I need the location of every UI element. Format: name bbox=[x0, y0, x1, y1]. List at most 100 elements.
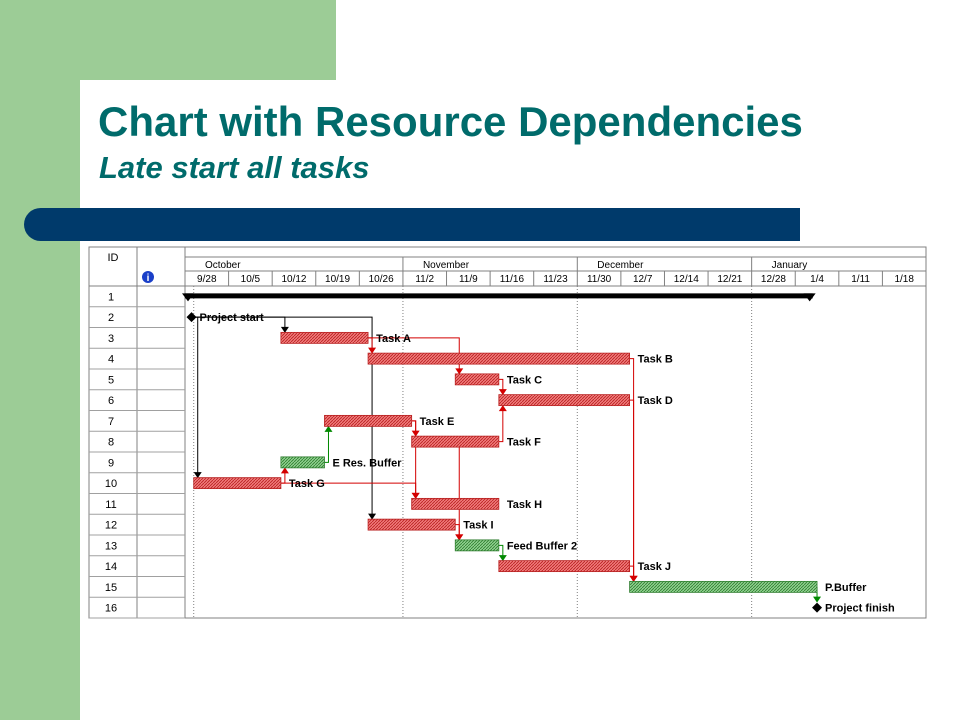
task-bar bbox=[498, 560, 631, 573]
gantt-timescale: October November December January 9/28 10/5 10… bbox=[197, 257, 914, 286]
week-label: 12/28 bbox=[761, 274, 786, 285]
gantt-bars bbox=[182, 293, 823, 613]
week-label: 11/2 bbox=[415, 274, 434, 285]
svg-text:i: i bbox=[147, 273, 150, 284]
week-label: 1/4 bbox=[810, 274, 824, 285]
dependency-arrowhead bbox=[629, 575, 638, 582]
row-id: 7 bbox=[108, 416, 114, 428]
dependency-arrowhead bbox=[411, 492, 420, 499]
background-accent-top bbox=[80, 0, 336, 80]
dependency-arrowhead bbox=[498, 405, 507, 412]
milestone-diamond bbox=[186, 312, 197, 323]
task-label: Feed Buffer 2 bbox=[507, 540, 577, 552]
row-id: 15 bbox=[105, 582, 117, 594]
row-id: 14 bbox=[105, 561, 117, 573]
buffer-bar bbox=[454, 539, 500, 552]
dependency-arrowhead bbox=[498, 555, 507, 562]
task-bar bbox=[411, 497, 500, 510]
row-id: 2 bbox=[108, 312, 114, 324]
task-label: Task D bbox=[638, 395, 673, 407]
week-label: 1/11 bbox=[851, 274, 870, 285]
dependency-line bbox=[324, 426, 329, 463]
task-bar bbox=[498, 394, 631, 407]
row-id: 13 bbox=[105, 540, 117, 552]
task-label: E Res. Buffer bbox=[332, 457, 402, 469]
gantt-dependencies bbox=[193, 316, 822, 603]
info-icon: i bbox=[142, 271, 154, 284]
row-id: 1 bbox=[108, 291, 114, 303]
row-id: 11 bbox=[105, 499, 116, 511]
dependency-arrowhead bbox=[280, 467, 289, 474]
dependency-line bbox=[411, 420, 417, 498]
task-label: Task B bbox=[638, 354, 673, 366]
week-label: 11/9 bbox=[459, 274, 478, 285]
dependency-arrowhead bbox=[498, 389, 507, 396]
week-label: 12/7 bbox=[633, 274, 653, 285]
month-label: November bbox=[423, 260, 470, 271]
week-label: 1/18 bbox=[894, 274, 914, 285]
task-label: Task I bbox=[463, 520, 493, 532]
task-label: Task C bbox=[507, 374, 542, 386]
row-id: 12 bbox=[105, 520, 117, 532]
background-accent-left bbox=[0, 0, 80, 720]
row-id: 8 bbox=[108, 437, 114, 449]
gantt-frame bbox=[88, 246, 927, 619]
task-label: Project finish bbox=[825, 603, 895, 615]
summary-cap-left bbox=[182, 293, 194, 302]
task-label: Task A bbox=[376, 333, 411, 345]
task-bar bbox=[367, 518, 456, 531]
slide-title: Chart with Resource Dependencies bbox=[98, 98, 803, 145]
row-id: 4 bbox=[108, 354, 114, 366]
id-column-header: ID bbox=[108, 252, 119, 264]
task-label: Task G bbox=[289, 478, 325, 490]
summary-cap-right bbox=[803, 293, 816, 302]
task-label: Task E bbox=[420, 416, 455, 428]
dependency-arrowhead bbox=[368, 513, 377, 520]
row-id: 10 bbox=[105, 478, 117, 490]
week-label: 10/19 bbox=[325, 274, 350, 285]
task-bar bbox=[367, 352, 631, 365]
dependency-arrowhead bbox=[324, 425, 333, 432]
title-underline-bar bbox=[24, 208, 800, 241]
dependency-arrowhead bbox=[280, 326, 289, 333]
row-id: 6 bbox=[108, 395, 114, 407]
week-label: 10/5 bbox=[241, 274, 261, 285]
gantt-task-labels: Project start Task A Task B Task C Task D Tas… bbox=[200, 312, 895, 615]
task-bar bbox=[411, 435, 500, 448]
row-id: 3 bbox=[108, 333, 114, 345]
week-label: 9/28 bbox=[197, 274, 217, 285]
task-label: P.Buffer bbox=[825, 582, 867, 594]
dependency-line bbox=[629, 399, 635, 581]
week-label: 10/12 bbox=[281, 274, 306, 285]
month-label: January bbox=[772, 260, 808, 271]
gantt-grid bbox=[88, 246, 927, 619]
dependency-arrowhead bbox=[455, 534, 464, 541]
dependency-arrowhead bbox=[813, 596, 822, 603]
task-label: Task J bbox=[638, 561, 671, 573]
task-bar bbox=[454, 373, 500, 386]
week-label: 11/30 bbox=[587, 274, 612, 285]
summary-bar bbox=[185, 293, 813, 299]
task-label: Task H bbox=[507, 499, 542, 511]
dependency-arrowhead bbox=[193, 472, 202, 479]
task-bar bbox=[193, 477, 282, 490]
week-label: 11/16 bbox=[500, 274, 525, 285]
milestone-diamond bbox=[812, 602, 823, 613]
buffer-bar bbox=[280, 456, 325, 469]
row-id: 5 bbox=[108, 374, 114, 386]
dependency-arrowhead bbox=[455, 368, 464, 375]
month-label: December bbox=[597, 260, 644, 271]
week-label: 11/23 bbox=[543, 274, 568, 285]
task-label: Task F bbox=[507, 437, 541, 449]
slide-subtitle: Late start all tasks bbox=[99, 150, 370, 185]
buffer-bar bbox=[629, 580, 818, 593]
week-label: 10/26 bbox=[369, 274, 394, 285]
week-label: 12/21 bbox=[717, 274, 742, 285]
task-bar bbox=[324, 414, 413, 427]
task-bar bbox=[280, 331, 369, 344]
dependency-line bbox=[498, 406, 504, 443]
row-id: 16 bbox=[105, 603, 117, 615]
week-label: 12/14 bbox=[674, 274, 699, 285]
